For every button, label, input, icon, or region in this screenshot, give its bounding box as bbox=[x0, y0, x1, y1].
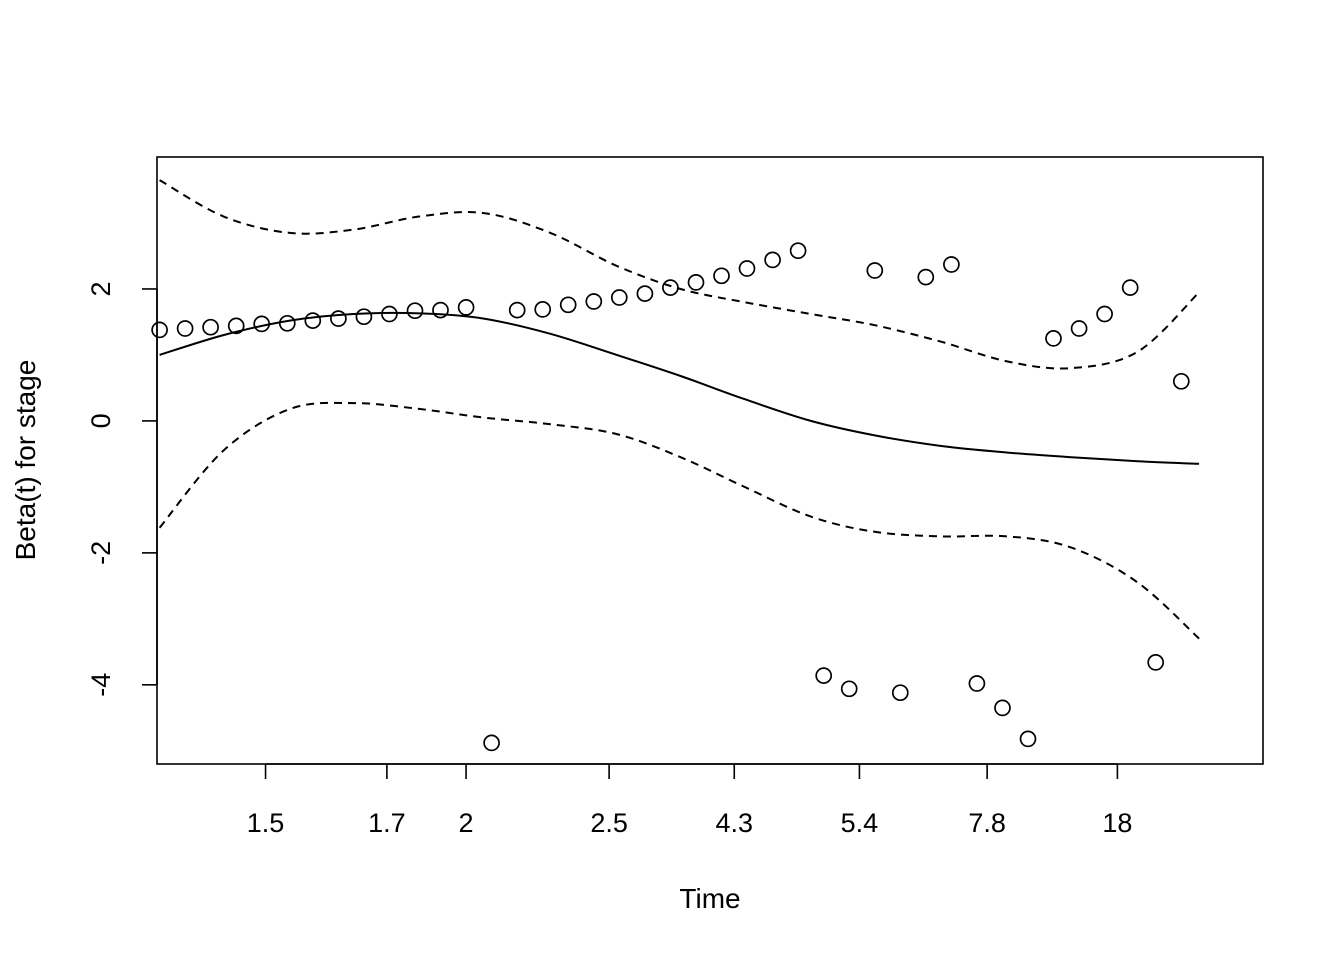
data-point bbox=[330, 310, 347, 327]
data-point bbox=[662, 279, 679, 296]
data-point bbox=[1121, 279, 1139, 296]
data-point bbox=[840, 680, 858, 698]
x-axis: 1.5 1.7 2 2.5 4.3 5.4 7.8 18 bbox=[247, 763, 1132, 838]
data-point bbox=[917, 268, 935, 286]
plot-frame bbox=[156, 156, 1264, 765]
y-tick-label: 0 bbox=[86, 413, 116, 428]
lower-confidence-band bbox=[158, 401, 1200, 640]
y-axis: -4 -2 0 2 bbox=[86, 281, 158, 697]
data-point bbox=[610, 289, 628, 306]
x-tick-label: 18 bbox=[1102, 808, 1132, 838]
curves bbox=[158, 179, 1200, 640]
data-point bbox=[253, 315, 271, 333]
x-tick-label: 2.5 bbox=[590, 808, 628, 838]
fitted-beta-curve bbox=[159, 311, 1200, 465]
data-point bbox=[559, 296, 577, 314]
x-tick-label: 5.4 bbox=[841, 808, 879, 838]
data-point bbox=[713, 267, 730, 285]
data-point bbox=[738, 260, 756, 277]
y-tick-label: 2 bbox=[86, 281, 116, 296]
x-tick-label: 1.5 bbox=[247, 808, 285, 838]
data-point bbox=[534, 301, 552, 318]
data-point bbox=[994, 699, 1011, 717]
x-tick-label: 2 bbox=[459, 808, 474, 838]
upper-confidence-band bbox=[159, 179, 1200, 370]
data-point bbox=[968, 675, 986, 692]
x-tick-label: 4.3 bbox=[715, 808, 753, 838]
data-point bbox=[508, 301, 526, 319]
y-tick-label: -2 bbox=[86, 541, 116, 565]
data-point bbox=[636, 285, 654, 302]
data-point bbox=[355, 308, 373, 326]
data-point bbox=[304, 312, 322, 329]
data-point bbox=[764, 251, 781, 269]
data-point bbox=[457, 299, 475, 316]
data-point bbox=[815, 667, 833, 684]
data-point bbox=[585, 293, 603, 310]
data-point bbox=[278, 314, 296, 332]
data-point bbox=[151, 321, 168, 339]
data-point bbox=[483, 734, 500, 752]
data-point bbox=[1045, 330, 1062, 347]
data-point bbox=[687, 274, 705, 291]
data-point bbox=[176, 320, 194, 337]
data-point bbox=[789, 242, 807, 260]
data-point bbox=[943, 256, 960, 273]
data-point bbox=[1096, 305, 1113, 323]
data-point bbox=[1172, 372, 1190, 390]
data-point bbox=[1019, 730, 1037, 748]
x-tick-label: 1.7 bbox=[368, 808, 406, 838]
y-axis-title: Beta(t) for stage bbox=[10, 360, 41, 561]
x-tick-label: 7.8 bbox=[968, 808, 1006, 838]
data-points bbox=[151, 242, 1190, 752]
data-point bbox=[381, 305, 398, 323]
data-point bbox=[866, 262, 884, 279]
y-tick-label: -4 bbox=[86, 673, 116, 697]
data-point bbox=[406, 302, 424, 320]
data-point bbox=[891, 684, 909, 702]
data-point bbox=[1147, 654, 1165, 671]
data-point bbox=[432, 301, 449, 319]
data-point bbox=[227, 317, 245, 335]
data-point bbox=[202, 318, 219, 336]
x-axis-title: Time bbox=[679, 883, 740, 914]
data-point bbox=[1070, 320, 1088, 337]
